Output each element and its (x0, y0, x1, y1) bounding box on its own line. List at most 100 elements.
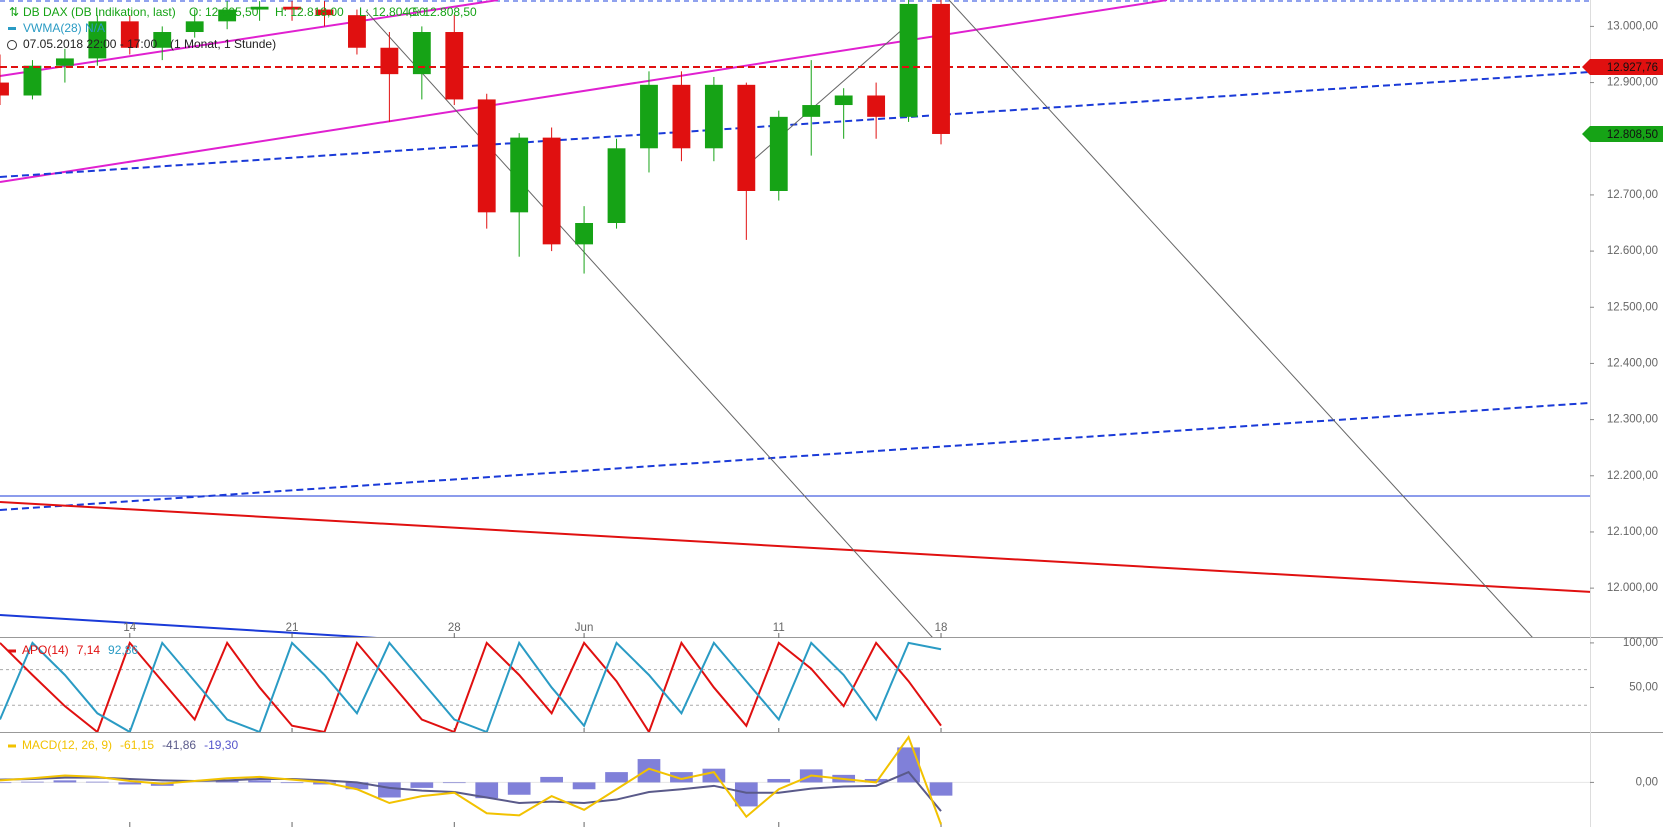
ohlc: L: 12.804,50 (359, 5, 426, 19)
histogram-bar (313, 782, 336, 785)
legend-value: -19,30 (204, 738, 238, 752)
price-tag (1582, 58, 1663, 75)
candle-body (672, 84, 691, 149)
candle-body (23, 65, 42, 96)
histogram-bar (734, 782, 758, 807)
histogram-bar (767, 778, 791, 783)
histogram-bar (670, 772, 693, 783)
plot-area (0, 0, 1590, 274)
histogram-bar (118, 782, 142, 785)
ohlc: H: 12.818,00 (275, 5, 344, 19)
y-tick-label: 0,00 (1636, 776, 1658, 788)
histogram-bar (280, 782, 304, 784)
x-tick-label: Jun (575, 622, 594, 634)
indicator-line (0, 640, 942, 732)
legend-value: 7,14 (77, 643, 101, 657)
candle-body (120, 21, 139, 48)
histogram-bar (21, 781, 44, 783)
title: DB DAX (DB Indikation, last) (23, 5, 176, 19)
candle-body (542, 137, 561, 245)
drawings (0, 0, 1590, 637)
candle-body (932, 3, 950, 134)
y-tick-label: 12.700,00 (1607, 189, 1658, 201)
period-note: (1 Monat, 1 Stunde) (170, 37, 276, 51)
plot-area (0, 735, 1590, 825)
x-tick-label: 14 (123, 622, 136, 634)
histogram-bar (605, 772, 628, 783)
histogram-bar (248, 780, 271, 783)
legend-swatch (8, 27, 16, 30)
y-tick-label: 12.500,00 (1607, 301, 1658, 313)
histogram-bar (637, 759, 661, 783)
x-tick-label: 21 (286, 622, 299, 634)
ohlc: O: 12.805,50 (189, 5, 259, 19)
indicator-line (0, 735, 942, 825)
candle-body (445, 32, 464, 100)
candle-body (315, 9, 334, 16)
x-tick-label: 11 (773, 622, 785, 634)
histogram-bar (85, 781, 109, 783)
ohlc: C: 12.808,50 (408, 5, 477, 19)
candle-body (0, 82, 9, 96)
y-tick-label: 12.300,00 (1607, 414, 1658, 426)
histogram-bar (378, 782, 401, 798)
legend-title: APO(14) (22, 643, 69, 657)
candle-body (899, 3, 918, 117)
clock-icon (7, 40, 17, 50)
y-tick-label: 12.600,00 (1607, 245, 1658, 257)
candle-body (88, 21, 107, 59)
x-tick-label: 18 (935, 622, 948, 634)
indicator-line (0, 770, 942, 812)
x-tick-label: 28 (448, 622, 461, 634)
legend-value: -61,15 (120, 738, 154, 752)
y-tick-label: 12.100,00 (1607, 526, 1658, 538)
legend-value: -41,86 (162, 738, 196, 752)
indicator-value: N/A (85, 21, 105, 35)
candle-body (185, 21, 204, 33)
candle-body (153, 32, 172, 48)
y-tick-label: 50,00 (1629, 681, 1658, 693)
histogram-bar (507, 782, 531, 795)
candle-body (769, 116, 788, 191)
legend-swatch (8, 744, 16, 748)
candle-body (55, 58, 74, 66)
histogram-bar (702, 768, 726, 783)
y-tick-label: 13.000,00 (1607, 20, 1658, 32)
histogram-bar (0, 782, 12, 784)
candle-body (348, 15, 366, 48)
indicator-line (0, 640, 942, 732)
candle-body (412, 32, 431, 75)
indicator: VWMA(28) (23, 21, 82, 35)
histogram-bar (215, 780, 239, 783)
candle-body (575, 223, 594, 245)
histogram-bar (540, 776, 563, 783)
y-tick-label: 12.400,00 (1607, 357, 1658, 369)
legend-title: MACD(12, 26, 9) (22, 738, 112, 752)
candle-body (704, 84, 723, 149)
legend-value: 92,86 (108, 643, 138, 657)
header: ⇅ DB DAX (DB Indikation, last) O: 12.805… (7, 5, 477, 51)
candle-body (834, 95, 853, 106)
legend-swatch (8, 649, 16, 653)
period: 07.05.2018 22:00 - 17:00 (23, 37, 157, 51)
candle-body (737, 84, 756, 191)
y-tick-label: 12.000,00 (1607, 582, 1658, 594)
price-tag-label: 12.808,50 (1607, 129, 1658, 141)
histogram-bar (410, 782, 434, 788)
histogram-bar (53, 780, 77, 783)
y-tick-label: 12.900,00 (1607, 77, 1658, 89)
y-tick-label: 12.200,00 (1607, 470, 1658, 482)
icon: ⇅ (9, 5, 19, 19)
candle-body (283, 6, 301, 10)
histogram-bar (442, 782, 466, 784)
candle-body (867, 95, 886, 117)
candle-body (607, 148, 626, 224)
plot-area (0, 640, 1590, 732)
candle-body (477, 99, 496, 213)
histogram-bar (929, 782, 953, 796)
histogram-bar (572, 782, 596, 790)
candle-body (218, 9, 237, 22)
y-tick-label: 100,00 (1623, 637, 1658, 649)
candle-body (380, 47, 399, 75)
